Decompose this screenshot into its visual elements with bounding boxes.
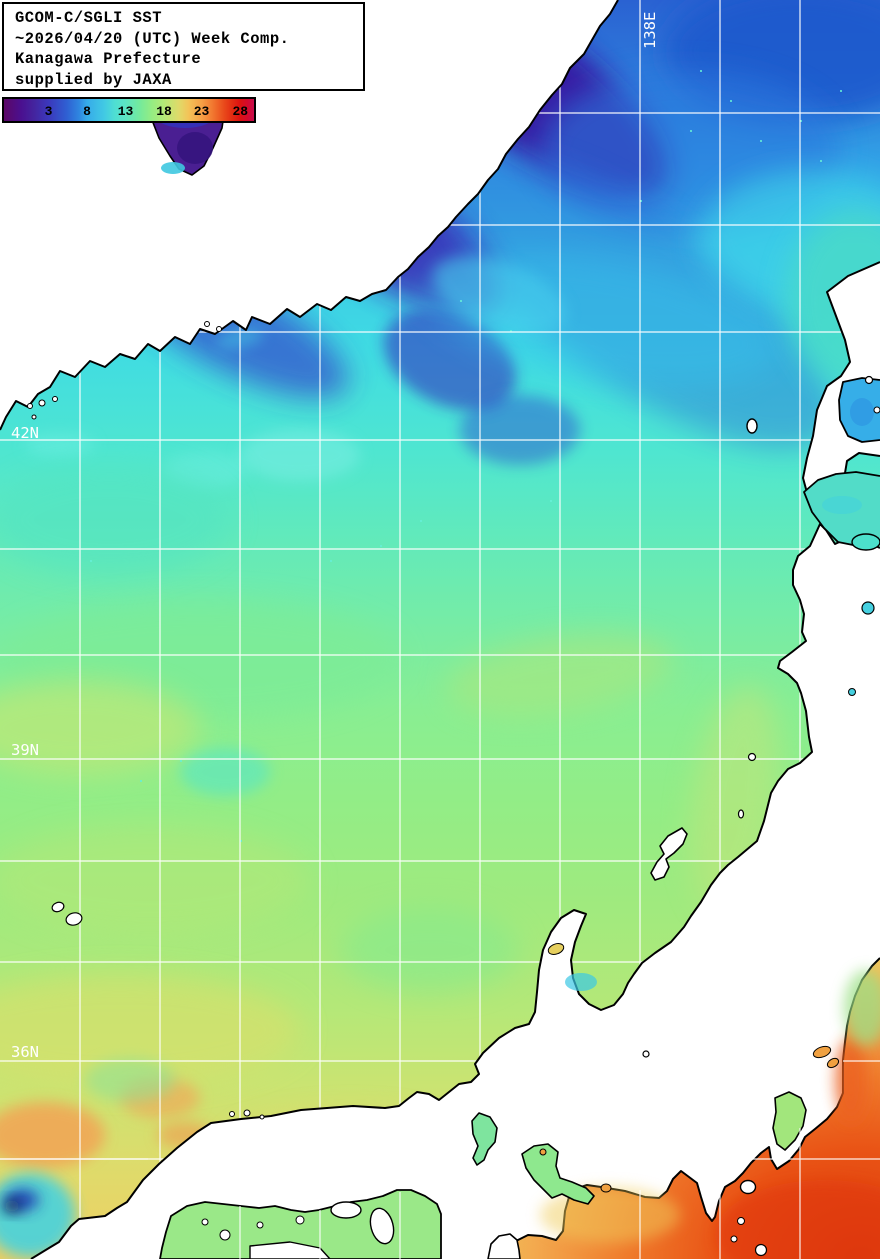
- islet: [873, 406, 880, 414]
- lake-kasumigaura: [812, 1045, 832, 1059]
- islet: [52, 396, 58, 402]
- islet: [243, 1109, 251, 1117]
- island-oki-2: [65, 912, 83, 926]
- coast-asia-mainland: [0, 0, 619, 431]
- kuroshio-warm-core: [715, 1180, 880, 1259]
- island-oki-1: [51, 901, 65, 913]
- coast-tsugaru-strait: [803, 471, 880, 547]
- islet-ise: [539, 1148, 547, 1156]
- islet: [201, 1218, 209, 1226]
- product-title: GCOM-C/SGLI SST: [15, 9, 163, 27]
- islet: [31, 414, 37, 420]
- bay-mutsu: [851, 533, 880, 551]
- graticule-overlay: [0, 1060, 880, 1259]
- colorbar-tick: 23: [193, 104, 210, 119]
- colorbar-tick: 18: [156, 104, 172, 119]
- inland-waters: [151, 99, 880, 1259]
- toyama-bay-cold-accent: [565, 973, 597, 991]
- region-line: Kanagawa Prefecture: [15, 50, 202, 68]
- islet: [256, 1221, 264, 1229]
- enshu-yellow: [540, 1187, 680, 1243]
- graticule-labels: 42N 39N 36N 138E: [11, 12, 659, 1061]
- lat-label-42n: 42N: [11, 424, 39, 442]
- islet: [216, 326, 222, 332]
- temperature-colorbar: 3 8 13 18 23 28: [2, 97, 256, 123]
- land-honshu: [31, 524, 880, 1259]
- speckle-noise: [90, 70, 842, 842]
- credit-line: supplied by JAXA: [15, 70, 172, 89]
- amur-cyan-fringe: [161, 162, 185, 174]
- lat-label-36n: 36N: [11, 1043, 39, 1061]
- islet: [259, 1114, 265, 1120]
- lat-label-39n: 39N: [11, 741, 39, 759]
- sea-seto-inland: [159, 1189, 442, 1259]
- joban-green-strip: [844, 970, 880, 1046]
- islet: [864, 375, 874, 385]
- islet: [754, 1243, 768, 1257]
- lake-biwa: [471, 1112, 498, 1166]
- coast-honshu: [30, 523, 880, 1259]
- islet: [737, 1217, 745, 1225]
- island-awaji: [369, 1207, 395, 1245]
- islet: [204, 321, 210, 327]
- islet: [219, 1229, 231, 1241]
- island-shodoshima: [330, 1201, 362, 1219]
- islet: [229, 1111, 235, 1117]
- lake-tazawa: [848, 688, 856, 696]
- island-okushiri: [746, 418, 758, 434]
- sea-pacific: [492, 958, 880, 1259]
- land-shima: [487, 1233, 521, 1259]
- bay-ise: [521, 1143, 595, 1205]
- island-awashima: [737, 809, 745, 819]
- colorbar-tick: 28: [232, 104, 249, 119]
- amur-indigo-core: [177, 132, 213, 164]
- islet: [38, 399, 46, 407]
- islet: [295, 1215, 305, 1225]
- island-notojima: [547, 943, 565, 955]
- island-izu-oshima: [739, 1179, 757, 1195]
- lake-kitaura: [826, 1057, 840, 1069]
- islet-kamishima: [600, 1183, 612, 1193]
- islet: [730, 1235, 738, 1243]
- colorbar-tick: 3: [44, 104, 53, 119]
- lake-towada: [861, 601, 875, 615]
- lon-label-138e: 138E: [641, 12, 659, 49]
- title-box: GCOM-C/SGLI SST ~2026/04/20 (UTC) Week C…: [2, 2, 365, 91]
- land-inland-sea-shore: [249, 1241, 331, 1259]
- lake-suwa: [642, 1050, 650, 1058]
- land-boso: [772, 1091, 807, 1151]
- island-tobishima: [747, 752, 757, 762]
- ishikari-blue-accent: [850, 398, 874, 426]
- date-line: ~2026/04/20 (UTC) Week Comp.: [15, 29, 290, 48]
- island-sado: [650, 827, 688, 881]
- coast-ishikari-bay: [838, 377, 880, 443]
- kashima-warm-streak: [835, 1038, 867, 1122]
- strait-cyan-accent: [822, 496, 862, 514]
- colorbar-tick: 13: [117, 104, 134, 119]
- colorbar-tick: 8: [83, 104, 91, 119]
- islet: [27, 403, 33, 409]
